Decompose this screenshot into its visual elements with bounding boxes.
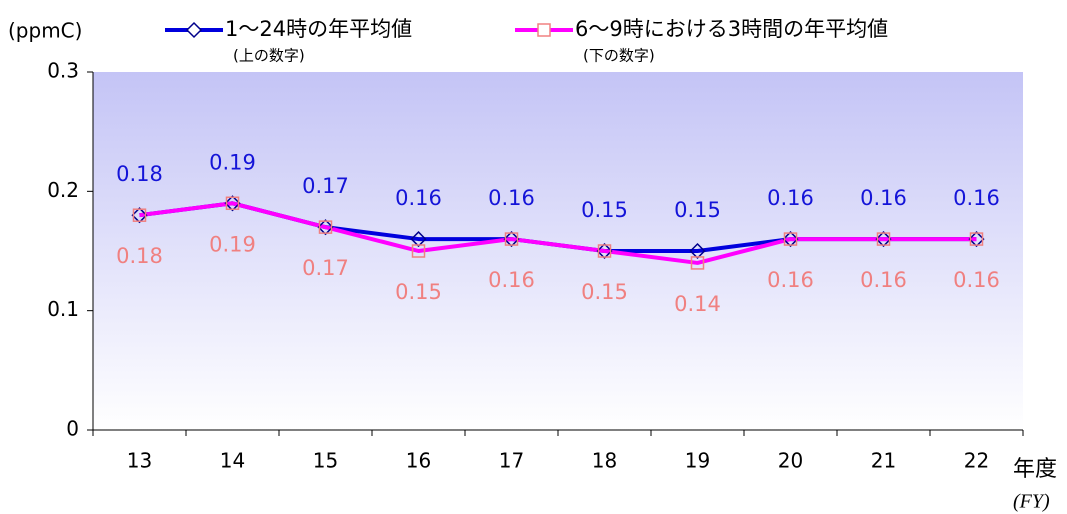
- y-tick-label: 0.3: [47, 59, 79, 83]
- legend-label: 1～24時の年平均値: [225, 17, 412, 41]
- marker: [969, 232, 984, 246]
- data-label: 0.17: [302, 174, 349, 198]
- y-unit: (ppmC): [8, 19, 82, 43]
- data-label: 0.16: [767, 186, 814, 210]
- data-label: 0.19: [209, 232, 256, 256]
- data-label: 0.19: [209, 150, 256, 174]
- legend-label: 6～9時における3時間の年平均値: [575, 17, 888, 41]
- series-line: [139, 201, 977, 265]
- marker: [504, 232, 519, 246]
- data-label: 0.16: [488, 268, 535, 292]
- x-tick-label: 13: [127, 449, 152, 473]
- marker: [875, 231, 892, 248]
- x-tick-label: 16: [406, 449, 431, 473]
- data-label: 0.16: [767, 268, 814, 292]
- x-axis-label-en: (FY): [1013, 491, 1050, 513]
- x-tick-label: 17: [499, 449, 524, 473]
- data-label: 0.14: [674, 292, 721, 316]
- marker: [689, 242, 706, 260]
- x-tick-label: 14: [220, 449, 245, 473]
- marker: [317, 219, 334, 236]
- x-tick-label: 15: [313, 449, 338, 473]
- marker: [410, 231, 427, 248]
- data-label: 0.17: [302, 256, 349, 280]
- data-label: 0.16: [488, 186, 535, 210]
- x-axis-label: 年度: [1013, 457, 1057, 482]
- x-tick-label: 19: [685, 449, 710, 473]
- x-tick-label: 22: [964, 449, 989, 473]
- marker: [596, 242, 613, 260]
- marker: [224, 195, 241, 212]
- data-label: 0.15: [395, 280, 442, 304]
- marker: [597, 244, 612, 258]
- marker: [131, 207, 148, 224]
- marker: [783, 232, 798, 246]
- marker: [782, 231, 799, 248]
- data-label: 0.15: [674, 198, 721, 222]
- legend-marker: [537, 23, 551, 37]
- x-tick-label: 18: [592, 449, 617, 473]
- marker: [968, 231, 985, 248]
- x-tick-label: 20: [778, 449, 803, 473]
- data-label: 0.16: [953, 268, 1000, 292]
- y-tick-label: 0.2: [47, 178, 79, 202]
- data-label: 0.16: [395, 186, 442, 210]
- data-label: 0.15: [581, 280, 628, 304]
- plot-area: [93, 72, 1023, 430]
- data-label: 0.16: [860, 268, 907, 292]
- marker: [318, 220, 333, 234]
- legend-note: (上の数字): [233, 47, 305, 65]
- data-label: 0.16: [953, 186, 1000, 210]
- y-tick-label: 0: [66, 417, 79, 441]
- data-label: 0.15: [581, 198, 628, 222]
- legend-note: (下の数字): [583, 47, 655, 65]
- marker: [132, 208, 147, 222]
- data-label: 0.18: [116, 244, 163, 268]
- marker: [876, 232, 891, 246]
- data-label: 0.18: [116, 162, 163, 186]
- marker: [503, 231, 520, 248]
- data-label: 0.16: [860, 186, 907, 210]
- marker: [225, 196, 240, 211]
- marker: [690, 256, 705, 270]
- x-tick-label: 21: [871, 449, 896, 473]
- y-tick-label: 0.1: [47, 297, 79, 321]
- legend-marker: [185, 21, 203, 39]
- marker: [411, 244, 426, 258]
